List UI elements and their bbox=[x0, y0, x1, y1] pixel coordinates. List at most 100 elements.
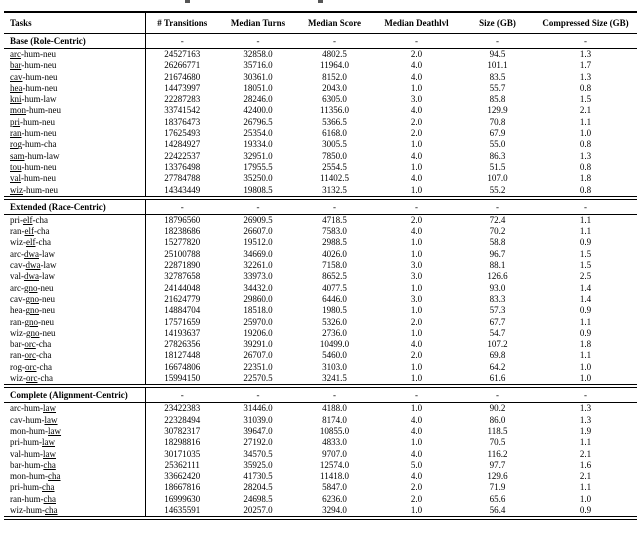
table-row: ran-hum-cha 16999630 24698.5 6236.0 2.0 65.6 1… bbox=[4, 493, 637, 505]
task-underlined-segment: arc bbox=[10, 49, 21, 59]
task-underlined-segment: mon bbox=[10, 105, 27, 116]
value-cell: 4.0 bbox=[410, 339, 423, 350]
value-cell: 1.0 bbox=[579, 493, 592, 504]
table-row: ran-gno-neu 17571659 25970.0 5326.0 2.0 67.7 1… bbox=[4, 316, 637, 328]
table-row: rog-orc-cha 16674806 22351.0 3103.0 1.0 64.2 1… bbox=[4, 361, 637, 374]
task-underlined-segment: cha bbox=[42, 482, 55, 493]
value-cell: 4833.0 bbox=[322, 437, 347, 448]
value-cell: 24698.5 bbox=[243, 493, 273, 504]
value-cell: 16674806 bbox=[164, 361, 201, 372]
value-cell: 107.2 bbox=[487, 339, 508, 350]
value-cell: 18796560 bbox=[164, 214, 201, 225]
value-cell: 93.0 bbox=[489, 282, 506, 293]
value-cell: 69.8 bbox=[489, 350, 506, 361]
table-row: ran-hum-neu 17625493 25354.0 6168.0 2.0 67.9 1… bbox=[4, 128, 637, 140]
value-cell: 1.5 bbox=[579, 248, 592, 259]
task-name: bar-orc-cha bbox=[4, 339, 146, 351]
table-row: wiz-elf-cha 15277820 19512.0 2988.5 1.0 58.8 0… bbox=[4, 237, 637, 249]
value-cell: 1.4 bbox=[579, 293, 592, 304]
value-cell: 3294.0 bbox=[322, 504, 347, 515]
task-name: hea-hum-neu bbox=[4, 82, 146, 95]
value-cell: 1.1 bbox=[579, 350, 592, 361]
value-cell: 2.0 bbox=[410, 49, 423, 59]
task-name: val-hum-law bbox=[4, 448, 146, 460]
column-header-transitions: # Transitions bbox=[145, 12, 219, 34]
column-header-median-turns: Median Turns bbox=[219, 12, 297, 34]
task-underlined-segment: dwa bbox=[24, 271, 39, 282]
task-name: tou-hum-neu bbox=[4, 161, 146, 174]
task-underlined-segment: law bbox=[44, 414, 58, 425]
value-cell: 2.0 bbox=[410, 128, 423, 139]
value-cell: 4.0 bbox=[410, 471, 423, 482]
value-cell: 1.0 bbox=[579, 373, 592, 384]
value-cell: 1.0 bbox=[410, 248, 423, 259]
table-row: val-dwa-law 32787658 33973.0 8652.5 3.0 126.6… bbox=[4, 271, 637, 283]
section-label: Base (Role-Centric) bbox=[4, 33, 146, 49]
task-name: rog-hum-cha bbox=[4, 139, 146, 151]
task-underlined-segment: hea bbox=[10, 82, 23, 93]
task-underlined-segment: sam bbox=[10, 150, 25, 161]
table-row: arc-hum-neu 24527163 32858.0 4802.5 2.0 94.5 1… bbox=[4, 48, 637, 61]
value-cell: 1.0 bbox=[579, 361, 592, 372]
value-cell: 14343449 bbox=[164, 184, 201, 195]
value-cell: 58.8 bbox=[489, 237, 506, 248]
value-cell: 4.0 bbox=[410, 150, 423, 161]
value-cell: 27826356 bbox=[164, 339, 201, 350]
value-cell: 65.6 bbox=[489, 493, 506, 504]
value-cell: 2.0 bbox=[410, 214, 423, 225]
task-name: wiz-elf-cha bbox=[4, 237, 146, 249]
value-cell: 22328494 bbox=[164, 414, 201, 425]
value-cell: 1.1 bbox=[579, 226, 592, 237]
task-underlined-segment: gno bbox=[26, 327, 40, 338]
table-row: ran-orc-cha 18127448 26707.0 5460.0 2.0 69.8 1… bbox=[4, 350, 637, 362]
task-underlined-segment: dwa bbox=[24, 248, 39, 259]
table-row: mon-hum-cha 33662420 41730.5 11418.0 4.0 129.… bbox=[4, 471, 637, 483]
task-underlined-segment: law bbox=[42, 437, 56, 448]
value-cell: 4718.5 bbox=[322, 214, 347, 225]
section-placeholder: - bbox=[297, 195, 372, 215]
value-cell: 10499.0 bbox=[319, 339, 350, 350]
value-cell: 13376498 bbox=[164, 161, 201, 172]
task-underlined-segment: cha bbox=[45, 504, 58, 515]
value-cell: 5326.0 bbox=[322, 316, 347, 327]
task-name: bar-hum-cha bbox=[4, 459, 146, 472]
table-row: arc-dwa-law 25100788 34669.0 4026.0 1.0 96.7 1… bbox=[4, 248, 637, 261]
section-header-row: Base (Role-Centric) - - - - - - bbox=[4, 33, 637, 49]
value-cell: 7583.0 bbox=[322, 226, 347, 237]
table-row: pri-hum-cha 18667816 28204.5 5847.0 2.0 71.9 1… bbox=[4, 482, 637, 494]
value-cell: 33973.0 bbox=[243, 271, 273, 282]
section-placeholder: - bbox=[461, 195, 534, 215]
task-underlined-segment: law bbox=[43, 448, 57, 459]
value-cell: 107.0 bbox=[487, 173, 508, 184]
task-name: cav-hum-law bbox=[4, 414, 146, 426]
task-name: ran-elf-cha bbox=[4, 226, 146, 238]
section-placeholder: - bbox=[372, 195, 461, 215]
value-cell: 19512.0 bbox=[243, 237, 273, 248]
value-cell: 31039.0 bbox=[243, 414, 273, 425]
task-name: val-hum-neu bbox=[4, 173, 146, 185]
value-cell: 5460.0 bbox=[322, 350, 347, 361]
value-cell: 41730.5 bbox=[243, 471, 273, 482]
value-cell: 14473997 bbox=[164, 82, 201, 93]
value-cell: 4.0 bbox=[410, 414, 423, 425]
value-cell: 2.0 bbox=[410, 482, 423, 493]
caption-remnant bbox=[185, 0, 190, 3]
value-cell: 7850.0 bbox=[322, 150, 347, 161]
value-cell: 1.0 bbox=[410, 361, 423, 372]
value-cell: 90.2 bbox=[489, 403, 506, 414]
value-cell: 6305.0 bbox=[322, 94, 347, 105]
value-cell: 9707.0 bbox=[322, 448, 347, 459]
value-cell: 1.6 bbox=[579, 459, 592, 470]
section-placeholder: - bbox=[372, 33, 461, 49]
value-cell: 24527163 bbox=[164, 49, 201, 59]
value-cell: 14635591 bbox=[164, 504, 201, 515]
value-cell: 17571659 bbox=[164, 316, 201, 327]
table-row: wiz-gno-neu 14193637 19206.0 2736.0 1.0 54.7 0… bbox=[4, 327, 637, 340]
value-cell: 35250.0 bbox=[243, 173, 273, 184]
column-header-tasks: Tasks bbox=[4, 12, 146, 34]
value-cell: 4.0 bbox=[410, 71, 423, 82]
value-cell: 4.0 bbox=[410, 173, 423, 184]
value-cell: 39647.0 bbox=[243, 425, 273, 436]
section-placeholder: - bbox=[145, 195, 219, 215]
task-name: mon-hum-neu bbox=[4, 105, 146, 117]
